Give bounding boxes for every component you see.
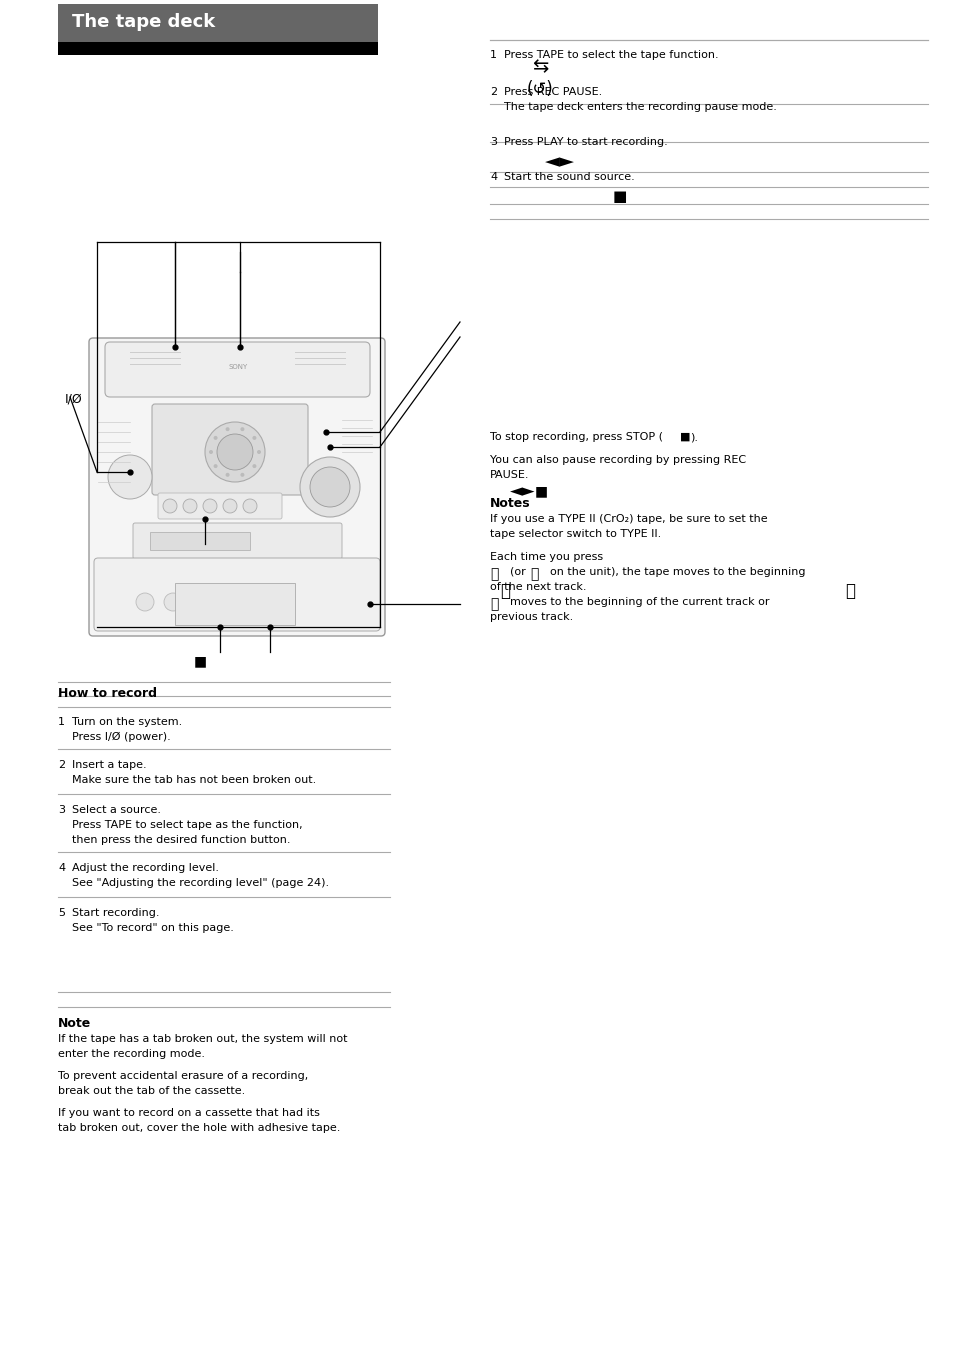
Circle shape (163, 499, 177, 512)
Text: 3: 3 (58, 804, 65, 815)
Text: then press the desired function button.: then press the desired function button. (71, 836, 291, 845)
Text: See "To record" on this page.: See "To record" on this page. (71, 923, 233, 933)
Text: ⏭: ⏭ (530, 566, 537, 581)
Circle shape (253, 464, 256, 468)
Text: ⏭: ⏭ (490, 566, 497, 581)
FancyBboxPatch shape (152, 404, 308, 495)
Text: ◄►: ◄► (510, 483, 535, 500)
Circle shape (299, 457, 359, 516)
FancyBboxPatch shape (132, 523, 341, 558)
Circle shape (108, 456, 152, 499)
Text: If you want to record on a cassette that had its: If you want to record on a cassette that… (58, 1109, 319, 1118)
Circle shape (216, 434, 253, 470)
Text: break out the tab of the cassette.: break out the tab of the cassette. (58, 1086, 245, 1096)
FancyBboxPatch shape (158, 493, 282, 519)
Text: Make sure the tab has not been broken out.: Make sure the tab has not been broken ou… (71, 775, 315, 786)
Text: The tape deck enters the recording pause mode.: The tape deck enters the recording pause… (503, 101, 776, 112)
Text: Press I/Ø (power).: Press I/Ø (power). (71, 731, 171, 742)
Text: 2: 2 (490, 87, 497, 97)
Circle shape (256, 450, 261, 454)
Text: ⏮: ⏮ (844, 581, 854, 600)
Bar (58, 4, 377, 42)
Circle shape (136, 594, 153, 611)
Text: 5: 5 (58, 909, 65, 918)
Circle shape (205, 422, 265, 483)
Text: ■: ■ (679, 433, 690, 442)
Text: Press TAPE to select the tape function.: Press TAPE to select the tape function. (503, 50, 718, 59)
Text: (↺): (↺) (526, 80, 553, 97)
Text: You can also pause recording by pressing REC: You can also pause recording by pressing… (490, 456, 745, 465)
Text: If the tape has a tab broken out, the system will not: If the tape has a tab broken out, the sy… (58, 1034, 347, 1044)
Text: 4: 4 (490, 172, 497, 183)
Text: Note: Note (58, 1017, 91, 1030)
Text: I/Ø: I/Ø (65, 392, 83, 406)
Circle shape (240, 473, 244, 477)
Text: ).: ). (689, 433, 698, 442)
Text: previous track.: previous track. (490, 612, 573, 622)
Circle shape (213, 464, 217, 468)
Text: 1: 1 (490, 50, 497, 59)
Text: Press REC PAUSE.: Press REC PAUSE. (503, 87, 601, 97)
Text: To prevent accidental erasure of a recording,: To prevent accidental erasure of a recor… (58, 1071, 308, 1082)
Text: ■: ■ (535, 484, 548, 498)
Circle shape (164, 594, 182, 611)
Circle shape (253, 435, 256, 439)
Text: Start the sound source.: Start the sound source. (503, 172, 634, 183)
Text: ⏭: ⏭ (499, 581, 510, 600)
Text: PAUSE.: PAUSE. (490, 470, 529, 480)
Text: Press TAPE to select tape as the function,: Press TAPE to select tape as the functio… (71, 821, 302, 830)
Text: SONY: SONY (228, 364, 248, 370)
FancyBboxPatch shape (105, 342, 370, 397)
Text: moves to the beginning of the current track or: moves to the beginning of the current tr… (510, 598, 769, 607)
Text: ◄►: ◄► (544, 151, 575, 170)
Circle shape (192, 594, 210, 611)
Text: Turn on the system.: Turn on the system. (71, 717, 182, 727)
Bar (174, 583, 294, 625)
Text: ⇆: ⇆ (531, 57, 548, 76)
Text: on the unit), the tape moves to the beginning: on the unit), the tape moves to the begi… (550, 566, 804, 577)
Circle shape (225, 473, 230, 477)
Text: ■: ■ (612, 189, 626, 204)
Circle shape (213, 435, 217, 439)
Text: How to record: How to record (58, 687, 157, 700)
Circle shape (225, 427, 230, 431)
Text: enter the recording mode.: enter the recording mode. (58, 1049, 205, 1059)
Text: Press PLAY to start recording.: Press PLAY to start recording. (503, 137, 667, 147)
Text: Insert a tape.: Insert a tape. (71, 760, 147, 771)
Circle shape (209, 450, 213, 454)
Text: Start recording.: Start recording. (71, 909, 159, 918)
Bar (150, 531, 250, 550)
Circle shape (243, 499, 256, 512)
Text: 3: 3 (490, 137, 497, 147)
Text: Each time you press: Each time you press (490, 552, 602, 562)
Circle shape (240, 427, 244, 431)
Text: tape selector switch to TYPE II.: tape selector switch to TYPE II. (490, 529, 660, 539)
Text: Adjust the recording level.: Adjust the recording level. (71, 863, 219, 873)
FancyBboxPatch shape (94, 558, 379, 631)
Text: Select a source.: Select a source. (71, 804, 161, 815)
Text: tab broken out, cover the hole with adhesive tape.: tab broken out, cover the hole with adhe… (58, 1124, 340, 1133)
Text: Notes: Notes (490, 498, 530, 510)
Text: To stop recording, press STOP (: To stop recording, press STOP ( (490, 433, 662, 442)
Bar (58, 42, 377, 55)
Text: 4: 4 (58, 863, 65, 873)
Circle shape (203, 499, 216, 512)
Text: ⏮: ⏮ (490, 598, 497, 611)
Text: If you use a TYPE II (CrO₂) tape, be sure to set the: If you use a TYPE II (CrO₂) tape, be sur… (490, 514, 767, 525)
Text: 2: 2 (58, 760, 65, 771)
Circle shape (183, 499, 196, 512)
Circle shape (310, 466, 350, 507)
Circle shape (223, 499, 236, 512)
Text: See "Adjusting the recording level" (page 24).: See "Adjusting the recording level" (pag… (71, 877, 329, 888)
Text: 1: 1 (58, 717, 65, 727)
Text: (or: (or (510, 566, 525, 577)
FancyBboxPatch shape (89, 338, 385, 635)
Text: The tape deck: The tape deck (71, 14, 215, 31)
Text: ■: ■ (193, 654, 207, 668)
Text: of the next track.: of the next track. (490, 581, 586, 592)
